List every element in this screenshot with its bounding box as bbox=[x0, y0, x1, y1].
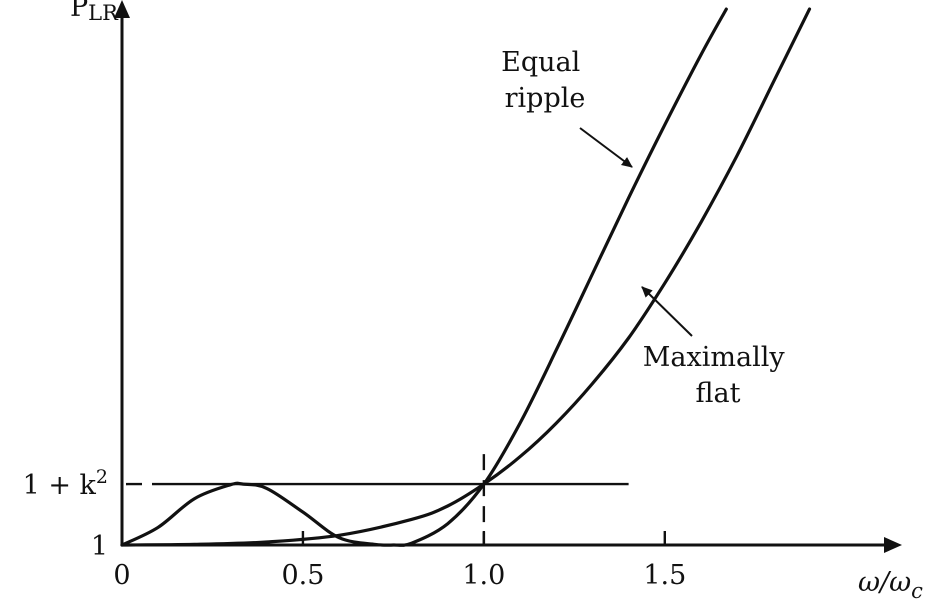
y-axis-arrowhead bbox=[114, 0, 130, 18]
y-tick-label-superscript: 2 bbox=[96, 466, 108, 488]
x-axis-arrowhead bbox=[884, 537, 902, 553]
annotation-equal-ripple-line-1: Equal bbox=[501, 47, 580, 78]
annotation-maximally-flat-line-1: Maximally bbox=[643, 342, 786, 373]
x-axis-label-main: ω/ω bbox=[858, 567, 911, 598]
y-tick-label-0: 1 bbox=[91, 531, 108, 562]
series-line-maximally-flat bbox=[120, 7, 812, 547]
y-tick-label-main: 1 + k bbox=[23, 470, 97, 501]
x-tick-label-0: 0 bbox=[113, 560, 130, 591]
x-axis-label-sub: c bbox=[911, 579, 923, 603]
annotation-maximally-flat-line-2: flat bbox=[696, 378, 741, 409]
x-tick-label-1-0: 1.0 bbox=[462, 560, 505, 591]
annotation-maximally-flat-arrow bbox=[641, 286, 693, 337]
annotation-equal-ripple-arrow bbox=[579, 127, 633, 168]
annotation-equal-ripple: Equal ripple bbox=[501, 47, 589, 114]
x-ticks: 0 0.5 1.0 1.5 bbox=[113, 531, 686, 591]
series-line-equal-ripple bbox=[120, 7, 728, 547]
annotation-maximally-flat: Maximally flat bbox=[643, 342, 793, 409]
y-axis-label: PLR bbox=[70, 0, 119, 25]
x-axis-label: ω/ωc bbox=[858, 567, 923, 603]
y-ticks: 1 1 + k2 bbox=[23, 466, 108, 562]
x-tick-label-1-5: 1.5 bbox=[643, 560, 686, 591]
y-axis-label-main: P bbox=[70, 0, 88, 23]
y-axis-label-sub: LR bbox=[88, 1, 119, 25]
y-tick-label-1: 1 + k2 bbox=[23, 466, 108, 501]
x-tick-label-0-5: 0.5 bbox=[281, 560, 324, 591]
annotation-equal-ripple-line-2: ripple bbox=[505, 83, 586, 114]
